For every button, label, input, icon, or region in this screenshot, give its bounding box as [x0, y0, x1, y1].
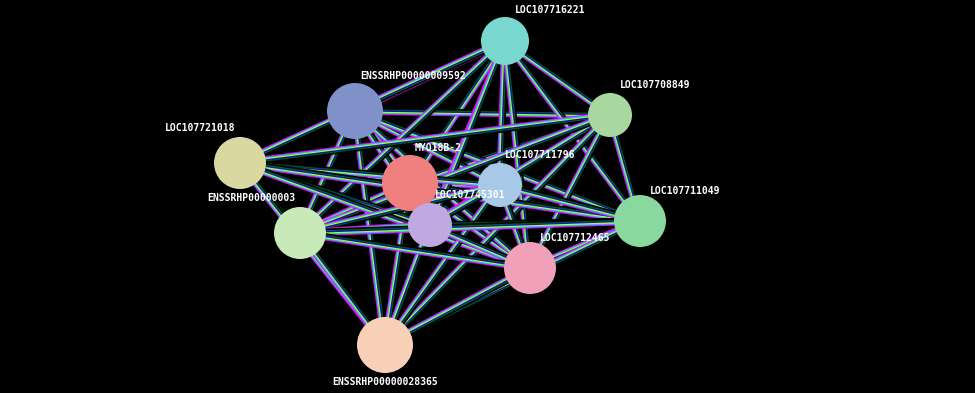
Text: ENSSRHP00000028365: ENSSRHP00000028365	[332, 377, 438, 387]
Text: LOC107708849: LOC107708849	[620, 80, 690, 90]
Circle shape	[214, 137, 266, 189]
Text: ENSSRHP00000009592: ENSSRHP00000009592	[360, 71, 466, 81]
Circle shape	[504, 242, 556, 294]
Circle shape	[478, 163, 522, 207]
Text: ENSSRHP00000003: ENSSRHP00000003	[207, 193, 295, 203]
Circle shape	[382, 155, 438, 211]
Text: MYO18B-2: MYO18B-2	[415, 143, 462, 153]
Circle shape	[614, 195, 666, 247]
Text: LOC107716221: LOC107716221	[515, 5, 586, 15]
Text: LOC107711796: LOC107711796	[505, 150, 575, 160]
Circle shape	[588, 93, 632, 137]
Circle shape	[274, 207, 326, 259]
Circle shape	[408, 203, 452, 247]
Text: LOC107721018: LOC107721018	[165, 123, 235, 133]
Circle shape	[481, 17, 529, 65]
Text: LOC107745301: LOC107745301	[435, 190, 505, 200]
Text: LOC107711049: LOC107711049	[650, 186, 721, 196]
Circle shape	[327, 83, 383, 139]
Text: LOC107712465: LOC107712465	[540, 233, 610, 243]
Circle shape	[357, 317, 413, 373]
